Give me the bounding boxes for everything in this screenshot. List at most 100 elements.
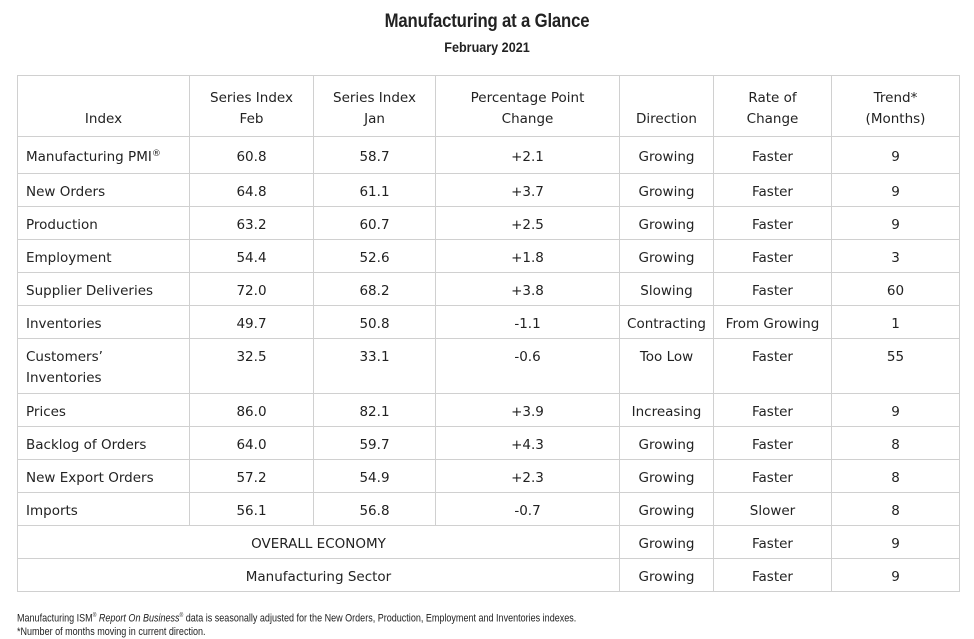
report-title: Manufacturing at a Glance [384,11,590,32]
value-direction: Growing [619,136,714,174]
header-change: Percentage Point Change [435,75,620,137]
table-row: Manufacturing PMI® 60.8 58.7 +2.1 Growin… [17,136,960,174]
value-feb: 64.8 [189,173,314,207]
value-direction: Increasing [619,393,714,427]
table-row: Backlog of Orders 64.0 59.7 +4.3 Growing… [17,426,960,460]
index-name: Production [17,206,190,240]
value-feb: 54.4 [189,239,314,273]
value-change: -1.1 [435,305,620,339]
summary-label: Manufacturing Sector [17,558,620,592]
value-change: +2.3 [435,459,620,493]
value-change: +4.3 [435,426,620,460]
value-jan: 33.1 [313,338,436,394]
value-jan: 61.1 [313,173,436,207]
value-change: +3.9 [435,393,620,427]
table-row: Prices 86.0 82.1 +3.9 Increasing Faster … [17,393,960,427]
value-jan: 82.1 [313,393,436,427]
value-direction: Slowing [619,272,714,306]
value-jan: 56.8 [313,492,436,526]
value-rate: Faster [713,459,832,493]
value-feb: 32.5 [189,338,314,394]
header-rate: Rate of Change [713,75,832,137]
value-rate: Faster [713,558,832,592]
value-direction: Growing [619,492,714,526]
table-row: Customers’ Inventories 32.5 33.1 -0.6 Too… [17,338,960,394]
header-trend: Trend* (Months) [831,75,960,137]
index-name: Imports [17,492,190,526]
value-feb: 49.7 [189,305,314,339]
value-rate: Faster [713,525,832,559]
at-a-glance-table: Index Series Index Feb Series Index Jan Pe… [17,75,960,592]
value-feb: 72.0 [189,272,314,306]
table-row: Supplier Deliveries 72.0 68.2 +3.8 Slowi… [17,272,960,306]
value-rate: Faster [713,426,832,460]
value-direction: Contracting [619,305,714,339]
value-rate: Slower [713,492,832,526]
index-name: Customers’ Inventories [17,338,190,394]
value-trend: 1 [831,305,960,339]
value-direction: Growing [619,426,714,460]
value-feb: 56.1 [189,492,314,526]
value-jan: 60.7 [313,206,436,240]
index-name: Manufacturing PMI® [17,136,190,174]
index-name: Supplier Deliveries [17,272,190,306]
value-jan: 58.7 [313,136,436,174]
value-change: +3.8 [435,272,620,306]
value-jan: 52.6 [313,239,436,273]
table-row: New Orders 64.8 61.1 +3.7 Growing Faster… [17,173,960,207]
index-name: New Export Orders [17,459,190,493]
value-change: +1.8 [435,239,620,273]
footnotes: Manufacturing ISM® Report On Business® d… [17,610,576,639]
value-feb: 57.2 [189,459,314,493]
value-feb: 64.0 [189,426,314,460]
table-row: Imports 56.1 56.8 -0.7 Growing Slower 8 [17,492,960,526]
value-rate: Faster [713,206,832,240]
value-trend: 9 [831,206,960,240]
value-trend: 8 [831,426,960,460]
value-jan: 50.8 [313,305,436,339]
table-row: New Export Orders 57.2 54.9 +2.3 Growing… [17,459,960,493]
value-change: +2.1 [435,136,620,174]
value-jan: 59.7 [313,426,436,460]
header-direction: Direction [619,75,714,137]
value-trend: 60 [831,272,960,306]
value-trend: 8 [831,492,960,526]
table-header-row: Index Series Index Feb Series Index Jan Pe… [17,75,960,137]
footnote-trend: *Number of months moving in current dire… [17,625,206,638]
summary-row: OVERALL ECONOMY Growing Faster 9 [17,525,960,559]
value-jan: 68.2 [313,272,436,306]
value-direction: Growing [619,558,714,592]
report-subtitle: February 2021 [444,39,530,55]
index-name: Employment [17,239,190,273]
footnote-seasonal: Manufacturing ISM® Report On Business® d… [17,612,577,625]
index-name: Inventories [17,305,190,339]
value-feb: 86.0 [189,393,314,427]
value-feb: 63.2 [189,206,314,240]
value-direction: Too Low [619,338,714,394]
value-trend: 9 [831,558,960,592]
value-rate: Faster [713,136,832,174]
value-rate: Faster [713,338,832,394]
value-change: +2.5 [435,206,620,240]
table-row: Employment 54.4 52.6 +1.8 Growing Faster… [17,239,960,273]
value-rate: Faster [713,272,832,306]
value-change: -0.7 [435,492,620,526]
index-name: Backlog of Orders [17,426,190,460]
value-change: +3.7 [435,173,620,207]
value-direction: Growing [619,173,714,207]
value-rate: Faster [713,173,832,207]
value-trend: 9 [831,525,960,559]
index-name: New Orders [17,173,190,207]
value-rate: Faster [713,239,832,273]
header-series-feb: Series Index Feb [189,75,314,137]
summary-label: OVERALL ECONOMY [17,525,620,559]
value-trend: 9 [831,136,960,174]
value-direction: Growing [619,525,714,559]
value-feb: 60.8 [189,136,314,174]
value-trend: 8 [831,459,960,493]
summary-row: Manufacturing Sector Growing Faster 9 [17,558,960,592]
index-name: Prices [17,393,190,427]
value-jan: 54.9 [313,459,436,493]
value-rate: From Growing [713,305,832,339]
header-index: Index [17,75,190,137]
